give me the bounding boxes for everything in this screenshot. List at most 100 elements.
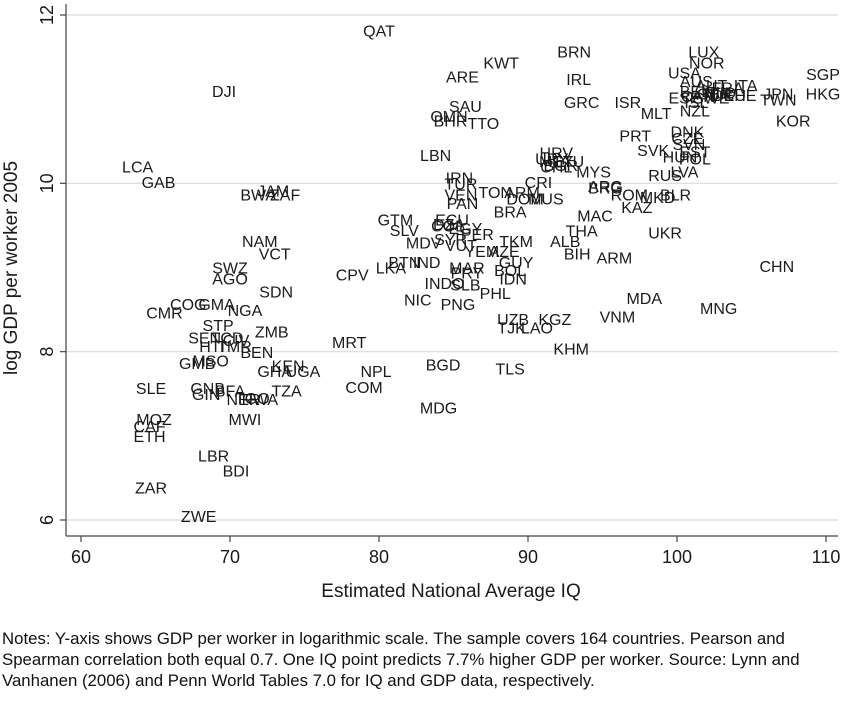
- point-label: COL: [431, 219, 464, 236]
- point-label: USA: [668, 65, 701, 82]
- point-label: PRT: [619, 129, 651, 146]
- point-label: CAF: [134, 419, 166, 436]
- point-label: HUN: [663, 150, 698, 167]
- point-label: TZA: [272, 384, 303, 401]
- point-label: ARG: [588, 179, 623, 196]
- point-label: DJI: [212, 84, 236, 101]
- point-label: BRN: [557, 44, 591, 61]
- x-ticks: 60 70 80 90 100 110: [71, 536, 840, 567]
- point-label: ZMB: [255, 325, 289, 342]
- x-tick-label: 90: [518, 547, 538, 567]
- point-label: KHM: [553, 341, 589, 358]
- point-label: KGZ: [538, 312, 571, 329]
- point-label: LBR: [198, 448, 229, 465]
- y-tick-label: 6: [37, 515, 57, 525]
- point-label: ZAR: [135, 480, 167, 497]
- point-label: NAM: [242, 234, 278, 251]
- point-label: SVK: [637, 143, 669, 160]
- point-label: KWT: [483, 55, 519, 72]
- point-label: COG: [170, 297, 206, 314]
- point-label: AGO: [212, 272, 248, 289]
- y-axis-label: log GDP per worker 2005: [1, 161, 22, 375]
- axes: [65, 4, 838, 537]
- x-axis-label: Estimated National Average IQ: [321, 581, 580, 602]
- point-label: NIC: [404, 293, 432, 310]
- point-label: DNK: [671, 124, 705, 141]
- point-label: SLV: [390, 223, 419, 240]
- point-label: ROM: [611, 187, 648, 204]
- point-label: MWI: [228, 412, 261, 429]
- point-label: BEN: [240, 345, 273, 362]
- point-label: DOM: [506, 192, 543, 209]
- y-tick-label: 12: [37, 5, 57, 25]
- point-label: ECU: [435, 213, 469, 230]
- point-label: NOR: [689, 55, 725, 72]
- point-label: IRL: [566, 72, 591, 89]
- point-label: JPN: [763, 86, 793, 103]
- point-label: ZAF: [270, 187, 300, 204]
- point-label: NGA: [228, 303, 263, 320]
- point-label: VNM: [600, 310, 636, 327]
- point-label: GIN: [192, 387, 220, 404]
- point-label: ITA: [734, 78, 758, 95]
- point-label: CHL: [540, 160, 572, 177]
- point-label: FIN: [706, 85, 732, 102]
- point-label: NER: [227, 392, 261, 409]
- point-label: PNG: [441, 297, 476, 314]
- point-label: BEL: [680, 84, 710, 101]
- point-label: PRY: [451, 266, 484, 283]
- x-tick-label: 70: [220, 547, 240, 567]
- point-label: ARM: [504, 185, 540, 202]
- point-label: KEN: [272, 358, 305, 375]
- point-label: ETH: [134, 429, 166, 446]
- point-label: MEX: [539, 154, 574, 171]
- y-tick-label: 10: [37, 173, 57, 193]
- point-label: TON: [478, 185, 511, 202]
- point-label: TCD: [211, 331, 244, 348]
- point-label: BLR: [660, 187, 691, 204]
- point-label: PAN: [447, 196, 479, 213]
- point-label: ISR: [614, 95, 641, 112]
- point-label: CAN: [681, 89, 715, 106]
- point-label: BGR: [543, 158, 578, 175]
- point-label: DEU: [712, 88, 746, 105]
- y-tick-label: 8: [37, 347, 57, 357]
- point-label: MDV: [406, 235, 442, 252]
- point-label: SVN: [672, 137, 705, 154]
- point-label: VUT: [445, 238, 477, 255]
- point-label: TGO: [235, 391, 270, 408]
- point-label: AUT: [695, 78, 727, 95]
- point-label: DZA: [433, 217, 465, 234]
- point-label: TTO: [467, 116, 499, 133]
- point-label: CHE: [723, 88, 757, 105]
- point-label: SYR: [434, 232, 467, 249]
- point-label: ESP: [668, 91, 700, 108]
- point-label: AZE: [489, 244, 520, 261]
- point-label: HKG: [806, 86, 841, 103]
- point-label: QAT: [363, 23, 395, 40]
- point-label: CPV: [336, 267, 369, 284]
- point-label: TLS: [495, 362, 524, 379]
- point-label: URY: [535, 151, 569, 168]
- point-label: BRG: [588, 181, 623, 198]
- point-label: MDG: [420, 400, 457, 417]
- point-label: BFA: [215, 384, 246, 401]
- point-label: BOL: [494, 263, 526, 280]
- point-label: ARM: [597, 251, 633, 268]
- point-label: TKM: [499, 234, 533, 251]
- point-label: SLE: [136, 381, 166, 398]
- point-label: RWA: [242, 392, 279, 409]
- point-label: GAB: [142, 175, 176, 192]
- point-label: ARE: [446, 70, 479, 87]
- point-label: VCT: [259, 246, 291, 263]
- point-label: BDI: [223, 464, 250, 481]
- point-label: INDO: [425, 276, 465, 293]
- point-label: PER: [461, 227, 494, 244]
- point-label: KAZ: [621, 200, 652, 217]
- point-label: MKD: [640, 190, 676, 207]
- point-label: BRA: [494, 204, 527, 221]
- point-label: POL: [679, 151, 711, 168]
- point-label: ZWE: [181, 509, 217, 526]
